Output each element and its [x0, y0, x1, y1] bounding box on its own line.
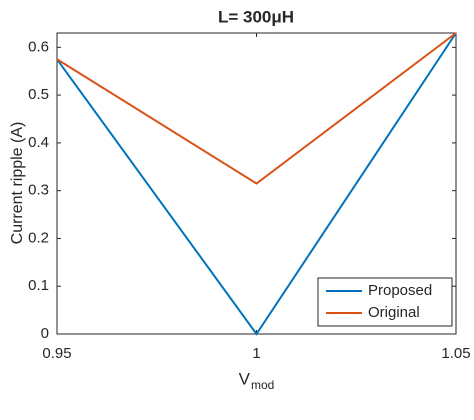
- y-axis-label: Current ripple (A): [9, 122, 26, 245]
- line-series: [56, 32, 457, 185]
- x-axis-label: V: [239, 369, 251, 388]
- x-axis-label-sub: mod: [251, 378, 274, 392]
- y-tick-label: 0.2: [28, 229, 49, 246]
- legend-label: Original: [368, 304, 420, 321]
- line-series: [56, 32, 457, 336]
- legend-label: Proposed: [368, 282, 432, 299]
- y-tick-label: 0: [41, 325, 49, 342]
- y-tick-label: 0.1: [28, 277, 49, 294]
- y-tick-label: 0.6: [28, 38, 49, 55]
- y-tick-label: 0.3: [28, 182, 49, 199]
- x-tick-label: 1.05: [441, 345, 470, 362]
- legend-box: [317, 277, 453, 327]
- y-tick-label: 0.5: [28, 86, 49, 103]
- chart-title: L= 300μH: [218, 7, 294, 26]
- y-tick-label: 0.4: [28, 134, 49, 151]
- x-tick-label: 1: [252, 345, 260, 362]
- x-tick-label: 0.95: [42, 345, 71, 362]
